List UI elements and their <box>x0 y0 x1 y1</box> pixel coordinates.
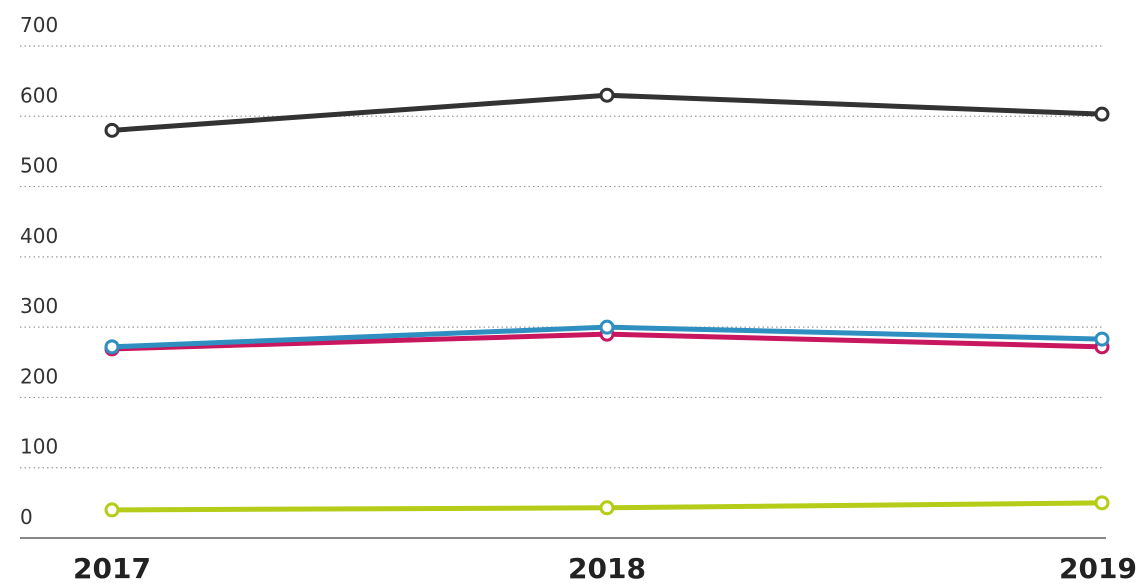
y-tick-label: 200 <box>20 364 58 388</box>
x-tick-label: 2017 <box>73 552 151 584</box>
point <box>104 502 120 518</box>
point <box>1094 495 1110 511</box>
point <box>1094 106 1110 122</box>
point <box>599 500 615 516</box>
y-tick-label: 400 <box>20 224 58 248</box>
point <box>599 319 615 335</box>
y-tick-label: 600 <box>20 83 58 107</box>
y-tick-label: 500 <box>20 154 58 178</box>
y-tick-label: 0 <box>20 505 33 529</box>
point <box>599 87 615 103</box>
y-tick-label: 100 <box>20 435 58 459</box>
point <box>104 339 120 355</box>
y-tick-label: 700 <box>20 13 58 37</box>
x-tick-label: 2018 <box>568 552 646 584</box>
point <box>104 122 120 138</box>
x-tick-label: 2019 <box>1059 552 1137 584</box>
y-tick-label: 300 <box>20 294 58 318</box>
point <box>1094 331 1110 347</box>
